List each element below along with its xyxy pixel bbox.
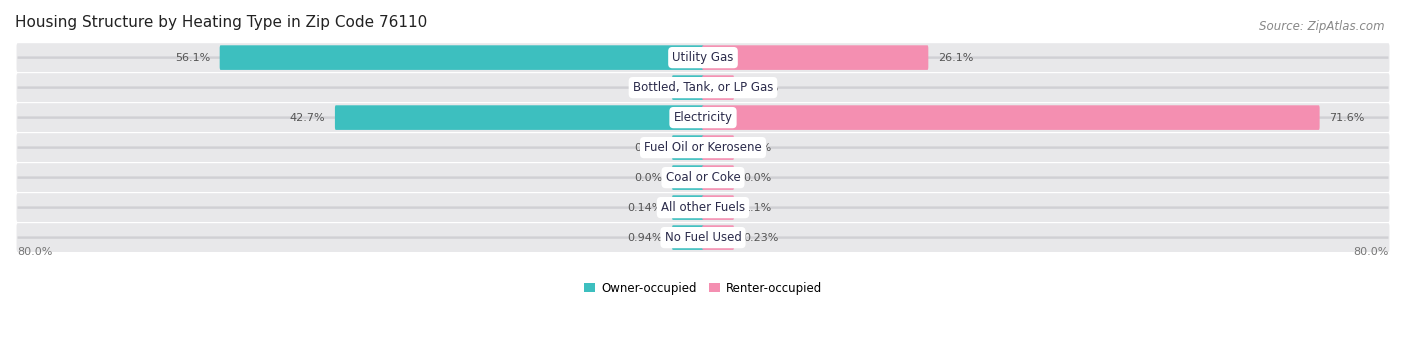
Text: All other Fuels: All other Fuels (661, 201, 745, 214)
Text: Fuel Oil or Kerosene: Fuel Oil or Kerosene (644, 141, 762, 154)
Text: 71.6%: 71.6% (1329, 113, 1364, 123)
Text: 0.0%: 0.0% (634, 173, 662, 182)
Text: 0.23%: 0.23% (744, 233, 779, 242)
FancyBboxPatch shape (17, 223, 1389, 252)
FancyBboxPatch shape (17, 133, 1389, 162)
FancyBboxPatch shape (18, 176, 1388, 179)
FancyBboxPatch shape (17, 73, 1389, 102)
FancyBboxPatch shape (702, 45, 928, 70)
FancyBboxPatch shape (702, 165, 734, 190)
Text: 42.7%: 42.7% (290, 113, 325, 123)
Text: 56.1%: 56.1% (174, 53, 211, 63)
Text: Bottled, Tank, or LP Gas: Bottled, Tank, or LP Gas (633, 81, 773, 94)
Text: 0.14%: 0.14% (627, 203, 662, 212)
Text: 80.0%: 80.0% (1353, 247, 1388, 257)
FancyBboxPatch shape (17, 103, 1389, 132)
FancyBboxPatch shape (18, 236, 1388, 239)
FancyBboxPatch shape (702, 195, 734, 220)
FancyBboxPatch shape (17, 163, 1389, 192)
Text: Housing Structure by Heating Type in Zip Code 76110: Housing Structure by Heating Type in Zip… (15, 15, 427, 30)
Text: 0.0%: 0.0% (634, 143, 662, 153)
FancyBboxPatch shape (672, 225, 704, 250)
Text: No Fuel Used: No Fuel Used (665, 231, 741, 244)
FancyBboxPatch shape (672, 135, 704, 160)
FancyBboxPatch shape (18, 86, 1388, 89)
FancyBboxPatch shape (17, 193, 1389, 222)
FancyBboxPatch shape (18, 146, 1388, 149)
Text: Electricity: Electricity (673, 111, 733, 124)
FancyBboxPatch shape (335, 105, 704, 130)
Text: 0.94%: 0.94% (744, 83, 779, 93)
FancyBboxPatch shape (18, 116, 1388, 119)
FancyBboxPatch shape (219, 45, 704, 70)
Text: Coal or Coke: Coal or Coke (665, 171, 741, 184)
FancyBboxPatch shape (17, 43, 1389, 72)
Legend: Owner-occupied, Renter-occupied: Owner-occupied, Renter-occupied (579, 277, 827, 299)
Text: Source: ZipAtlas.com: Source: ZipAtlas.com (1260, 20, 1385, 33)
Text: 0.1%: 0.1% (634, 83, 662, 93)
Text: 26.1%: 26.1% (938, 53, 973, 63)
FancyBboxPatch shape (18, 206, 1388, 209)
Text: 0.0%: 0.0% (744, 173, 772, 182)
FancyBboxPatch shape (672, 165, 704, 190)
FancyBboxPatch shape (702, 225, 734, 250)
FancyBboxPatch shape (672, 75, 704, 100)
Text: Utility Gas: Utility Gas (672, 51, 734, 64)
FancyBboxPatch shape (672, 195, 704, 220)
Text: 80.0%: 80.0% (18, 247, 53, 257)
FancyBboxPatch shape (702, 105, 1320, 130)
FancyBboxPatch shape (702, 135, 734, 160)
Text: 1.1%: 1.1% (744, 203, 772, 212)
Text: 0.94%: 0.94% (627, 233, 662, 242)
FancyBboxPatch shape (18, 56, 1388, 59)
Text: 0.0%: 0.0% (744, 143, 772, 153)
FancyBboxPatch shape (702, 75, 734, 100)
